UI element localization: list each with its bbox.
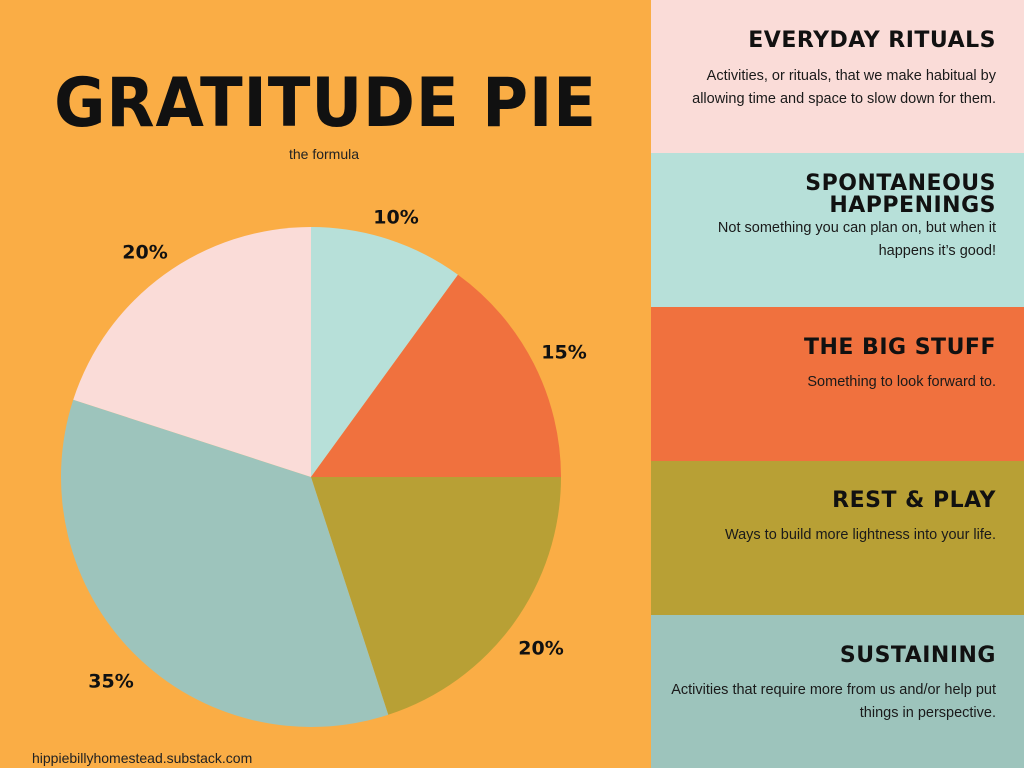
legend-title: THE BIG STUFF [803, 335, 996, 360]
page-subtitle: the formula [288, 146, 360, 162]
legend-description: Activities, or rituals, that we make hab… [692, 68, 996, 107]
chart-area: GRATITUDE PIE the formula 10% 15% 20% 35% 20… [32, 64, 597, 766]
pie-label: 35% [88, 671, 133, 693]
legend-item-big-stuff: THE BIG STUFF Something to look forward … [651, 307, 1024, 461]
legend-description: Not something you can plan on, but when … [717, 220, 996, 259]
legend-description: Ways to build more lightness into your l… [724, 527, 996, 543]
pie-chart: 10% 15% 20% 35% 20% [60, 207, 587, 727]
legend-item-sustaining: SUSTAINING Activities that require more … [651, 615, 1024, 768]
pie-slice-spontaneous-happenings [311, 227, 458, 477]
legend-title: SUSTAINING [839, 643, 996, 668]
legend-title: EVERYDAY RITUALS [748, 28, 996, 53]
pie-label: 15% [541, 342, 586, 364]
legend-item-everyday-rituals: EVERYDAY RITUALS Activities, or rituals,… [651, 0, 1024, 153]
page-title: GRATITUDE PIE [54, 64, 597, 143]
legend-panel: EVERYDAY RITUALS Activities, or rituals,… [651, 0, 1024, 768]
footer-url: hippiebillyhomestead.substack.com [32, 750, 253, 766]
pie-slice-everyday-rituals [73, 227, 311, 477]
legend-title: SPONTANEOUS HAPPENINGS [805, 171, 996, 218]
legend-description: Something to look forward to. [807, 374, 996, 390]
legend-title: REST & PLAY [832, 488, 996, 513]
pie-slice-sustaining [60, 399, 389, 727]
legend-description: Activities that require more from us and… [671, 682, 996, 721]
pie-slice-rest-play [311, 477, 561, 715]
pie-label: 10% [373, 207, 418, 229]
legend-item-spontaneous-happenings: SPONTANEOUS HAPPENINGS Not something you… [651, 153, 1024, 307]
pie-slice-the-big-stuff [311, 274, 561, 477]
legend-item-rest-play: REST & PLAY Ways to build more lightness… [651, 461, 1024, 615]
pie-label: 20% [518, 638, 563, 660]
pie-label: 20% [122, 242, 167, 264]
